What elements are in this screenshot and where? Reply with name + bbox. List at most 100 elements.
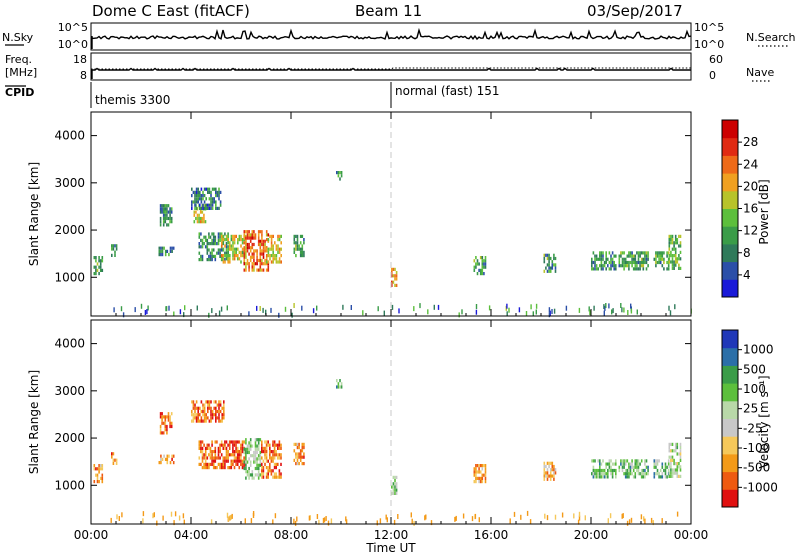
scatter-cell (350, 305, 352, 310)
data-cell (237, 254, 239, 258)
data-cell (248, 230, 250, 234)
scatter-cell (669, 310, 672, 316)
data-cell (195, 416, 198, 420)
data-cell (296, 455, 299, 459)
data-cell (647, 468, 649, 473)
data-cell (620, 462, 622, 466)
data-cell (676, 257, 679, 261)
data-cell (245, 242, 247, 247)
data-cell (223, 406, 225, 410)
x-tick-label: 04:00 (174, 528, 209, 542)
data-cell (214, 235, 217, 239)
data-cell (676, 442, 679, 446)
data-cell (607, 264, 609, 268)
data-cell (212, 232, 215, 236)
scatter-cell (578, 511, 581, 517)
data-cell (275, 475, 277, 479)
data-cell (195, 216, 197, 221)
data-cell (267, 247, 270, 251)
data-cell (275, 247, 278, 251)
data-cell (218, 409, 220, 414)
data-cell (637, 462, 640, 466)
data-cell (600, 257, 603, 261)
x-tick-label: 00:00 (674, 528, 709, 542)
data-cell (209, 235, 212, 239)
data-cell (624, 257, 627, 261)
data-cell (608, 465, 611, 469)
data-cell (195, 400, 198, 404)
data-cell (475, 473, 477, 477)
data-cell (644, 260, 646, 265)
data-cell (394, 488, 396, 492)
scatter-cell (110, 517, 112, 523)
data-cell (605, 465, 607, 469)
data-cell (112, 458, 115, 462)
data-cell (272, 247, 274, 251)
scatter-cell (623, 307, 625, 313)
data-cell (225, 446, 228, 450)
data-cell (546, 269, 549, 273)
data-cell (661, 462, 664, 466)
data-cell (265, 466, 268, 470)
data-cell (668, 446, 671, 450)
scatter-cell (142, 518, 144, 524)
data-cell (661, 254, 664, 258)
data-cell (666, 465, 668, 469)
data-cell (484, 464, 487, 468)
data-cell (257, 447, 260, 451)
data-cell (98, 259, 100, 263)
data-cell (170, 421, 173, 425)
data-cell (164, 216, 167, 221)
data-cell (219, 446, 221, 450)
data-cell (295, 462, 297, 466)
data-cell (278, 475, 281, 479)
colorbar-tick-label: 100 (743, 382, 766, 396)
data-cell (208, 406, 211, 410)
data-cell (671, 257, 674, 261)
data-cell (228, 440, 231, 444)
scatter-cell (630, 308, 633, 314)
data-cell (243, 246, 246, 250)
data-cell (624, 264, 627, 268)
data-cell (632, 468, 635, 473)
scatter-cell (584, 515, 586, 521)
colorbar-swatch (722, 400, 738, 419)
data-cell (200, 416, 203, 420)
data-cell (267, 475, 269, 479)
data-cell (278, 472, 281, 476)
data-cell (224, 260, 226, 264)
colorbar-swatch (722, 120, 738, 139)
scatter-cell (293, 518, 295, 524)
data-cell (214, 242, 217, 246)
data-cell (163, 246, 165, 250)
scatter-cell (661, 518, 663, 524)
data-cell (661, 251, 664, 255)
colorbar-swatch (722, 489, 738, 508)
data-cell (618, 465, 621, 469)
data-cell (673, 244, 675, 248)
data-cell (621, 465, 624, 469)
data-cell (192, 403, 195, 407)
scatter-cell (578, 515, 581, 521)
data-cell (236, 459, 239, 463)
data-cell (484, 259, 487, 263)
scatter-cell (316, 305, 318, 311)
data-cell (194, 413, 196, 417)
data-cell (605, 251, 607, 255)
data-cell (253, 249, 255, 253)
data-cell (602, 257, 604, 261)
data-cell (676, 260, 679, 264)
data-cell (656, 468, 659, 473)
data-cell (208, 258, 210, 262)
data-cell (211, 197, 214, 201)
scatter-cell (588, 306, 590, 312)
power-ylabel: Slant Range [km] (27, 162, 41, 266)
data-cell (298, 452, 300, 456)
colorbar-swatch (722, 208, 738, 227)
data-cell (195, 413, 198, 417)
data-cell (171, 457, 173, 461)
data-cell (202, 190, 204, 194)
data-cell (270, 459, 273, 463)
scatter-cell (609, 513, 612, 519)
data-cell (610, 254, 612, 258)
